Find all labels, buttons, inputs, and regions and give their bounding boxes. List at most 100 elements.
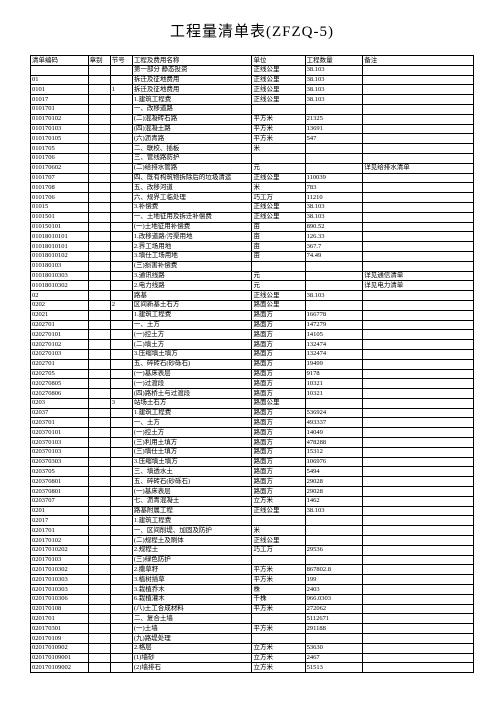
table-cell: 020270805 — [31, 379, 89, 389]
table-cell: 5494 — [305, 467, 363, 477]
table-cell — [363, 457, 474, 467]
table-cell: 020270806 — [31, 389, 89, 399]
table-cell: 路面方 — [252, 359, 305, 369]
table-cell: (一)控土方 — [132, 330, 252, 340]
table-cell: 020170109 — [31, 634, 89, 644]
table-cell — [363, 300, 474, 310]
table-cell — [88, 124, 110, 134]
table-cell: 0101706 — [31, 193, 89, 203]
table-cell — [88, 212, 110, 222]
table-cell — [88, 369, 110, 379]
table-cell — [88, 202, 110, 212]
table-cell — [110, 124, 132, 134]
table-cell: 38.103 — [305, 212, 363, 222]
table-cell — [110, 614, 132, 624]
table-cell: 正线公里 — [252, 202, 305, 212]
table-cell — [88, 653, 110, 663]
table-cell — [88, 516, 110, 526]
table-cell: 路面方 — [252, 428, 305, 438]
table-row: 020370801(一)基床表层路面方29028 — [31, 487, 474, 497]
table-cell — [363, 349, 474, 359]
table-row: 020170109(九)路堤处理 — [31, 634, 474, 644]
table-cell: 七、沥青混凝土 — [132, 496, 252, 506]
table-cell: 3.补偿费 — [132, 202, 252, 212]
table-cell: 3.植树插草 — [132, 575, 252, 585]
table-cell: 五、碎砖石(砂砾石) — [132, 359, 252, 369]
table-cell — [363, 545, 474, 555]
table-cell: 126.33 — [305, 232, 363, 242]
table-cell: 1.建筑工程费 — [132, 310, 252, 320]
table-cell — [363, 193, 474, 203]
table-cell — [305, 144, 363, 154]
table-row: 010180103(三)损害补偿费 — [31, 261, 474, 271]
table-cell — [110, 369, 132, 379]
table-cell: 1.建筑工程费 — [132, 408, 252, 418]
table-cell: 元 — [252, 281, 305, 291]
table-row: 010170602(二)给排水管路元详见给排水清单 — [31, 163, 474, 173]
table-cell: 平方米 — [252, 134, 305, 144]
table-cell — [110, 516, 132, 526]
table-cell — [252, 516, 305, 526]
table-cell: 21325 — [305, 114, 363, 124]
table-row: 020170109022.格层立方米53630 — [31, 643, 474, 653]
table-cell — [88, 242, 110, 252]
table-cell — [110, 183, 132, 193]
table-row: 02路基正线公里38.103 — [31, 291, 474, 301]
table-cell: 2.电力线路 — [132, 281, 252, 291]
table-row: 01拆迁及征地费用正线公里38.103 — [31, 75, 474, 85]
table-cell — [110, 104, 132, 114]
table-cell — [88, 585, 110, 595]
table-cell: 29536 — [305, 545, 363, 555]
table-cell: 74.49 — [305, 251, 363, 261]
table-cell: 020370101 — [31, 428, 89, 438]
table-cell: 0201 — [31, 506, 89, 516]
table-cell: 38.103 — [305, 65, 363, 75]
table-cell — [88, 536, 110, 546]
table-cell: 02017010202 — [31, 545, 89, 555]
table-cell — [363, 398, 474, 408]
table-cell: 3.栽植乔木 — [132, 585, 252, 595]
table-cell: 020370801 — [31, 487, 89, 497]
table-cell — [110, 114, 132, 124]
table-row: 020170103066.栽植灌木千株966.0303 — [31, 594, 474, 604]
table-cell — [88, 193, 110, 203]
bill-of-quantities-table: 清单编码章别节号工程及费用名称单位工程数量备注 第一部分 静态投资正线公里38.… — [30, 55, 474, 673]
table-cell: 区间新基土石方 — [132, 300, 252, 310]
table-cell: 详见电力清单 — [363, 281, 474, 291]
table-cell: 详见通信清单 — [363, 271, 474, 281]
table-row: 020170108(八)土工合成材料平方米272062 — [31, 604, 474, 614]
table-cell — [110, 408, 132, 418]
table-row: 020170103033.栽植乔木株2403 — [31, 585, 474, 595]
table-cell: 正线公里 — [252, 75, 305, 85]
table-cell — [363, 104, 474, 114]
table-cell: 巧工万 — [252, 545, 305, 555]
table-cell: 29028 — [305, 477, 363, 487]
table-cell — [363, 144, 474, 154]
table-cell — [363, 585, 474, 595]
table-cell: 478288 — [305, 438, 363, 448]
table-row: 0201路基附属工程正线公里38.103 — [31, 506, 474, 516]
table-cell: 13691 — [305, 124, 363, 134]
table-cell: 路面方 — [252, 389, 305, 399]
table-cell — [363, 202, 474, 212]
table-cell — [363, 594, 474, 604]
table-cell — [363, 261, 474, 271]
table-cell: 14105 — [305, 330, 363, 340]
table-cell — [88, 565, 110, 575]
table-row: 020370103(三)利用土填方路面方478288 — [31, 438, 474, 448]
table-cell: (三)利用土填方 — [132, 438, 252, 448]
table-cell: 路基 — [132, 291, 252, 301]
table-row: 0202701033.压缩填土填方路面方132474 — [31, 349, 474, 359]
table-row: 010153.补偿费正线公里38.103 — [31, 202, 474, 212]
table-cell: 1.建筑工程费 — [132, 95, 252, 105]
table-cell: 二、复合土墙 — [132, 614, 252, 624]
table-cell — [88, 104, 110, 114]
table-cell — [305, 104, 363, 114]
table-cell — [88, 555, 110, 565]
table-cell — [110, 604, 132, 614]
table-cell — [305, 261, 363, 271]
table-row: 020270805(一)过渡段路面方10321 — [31, 379, 474, 389]
table-cell — [363, 359, 474, 369]
table-cell — [110, 585, 132, 595]
table-cell: (一)基床表层 — [132, 487, 252, 497]
